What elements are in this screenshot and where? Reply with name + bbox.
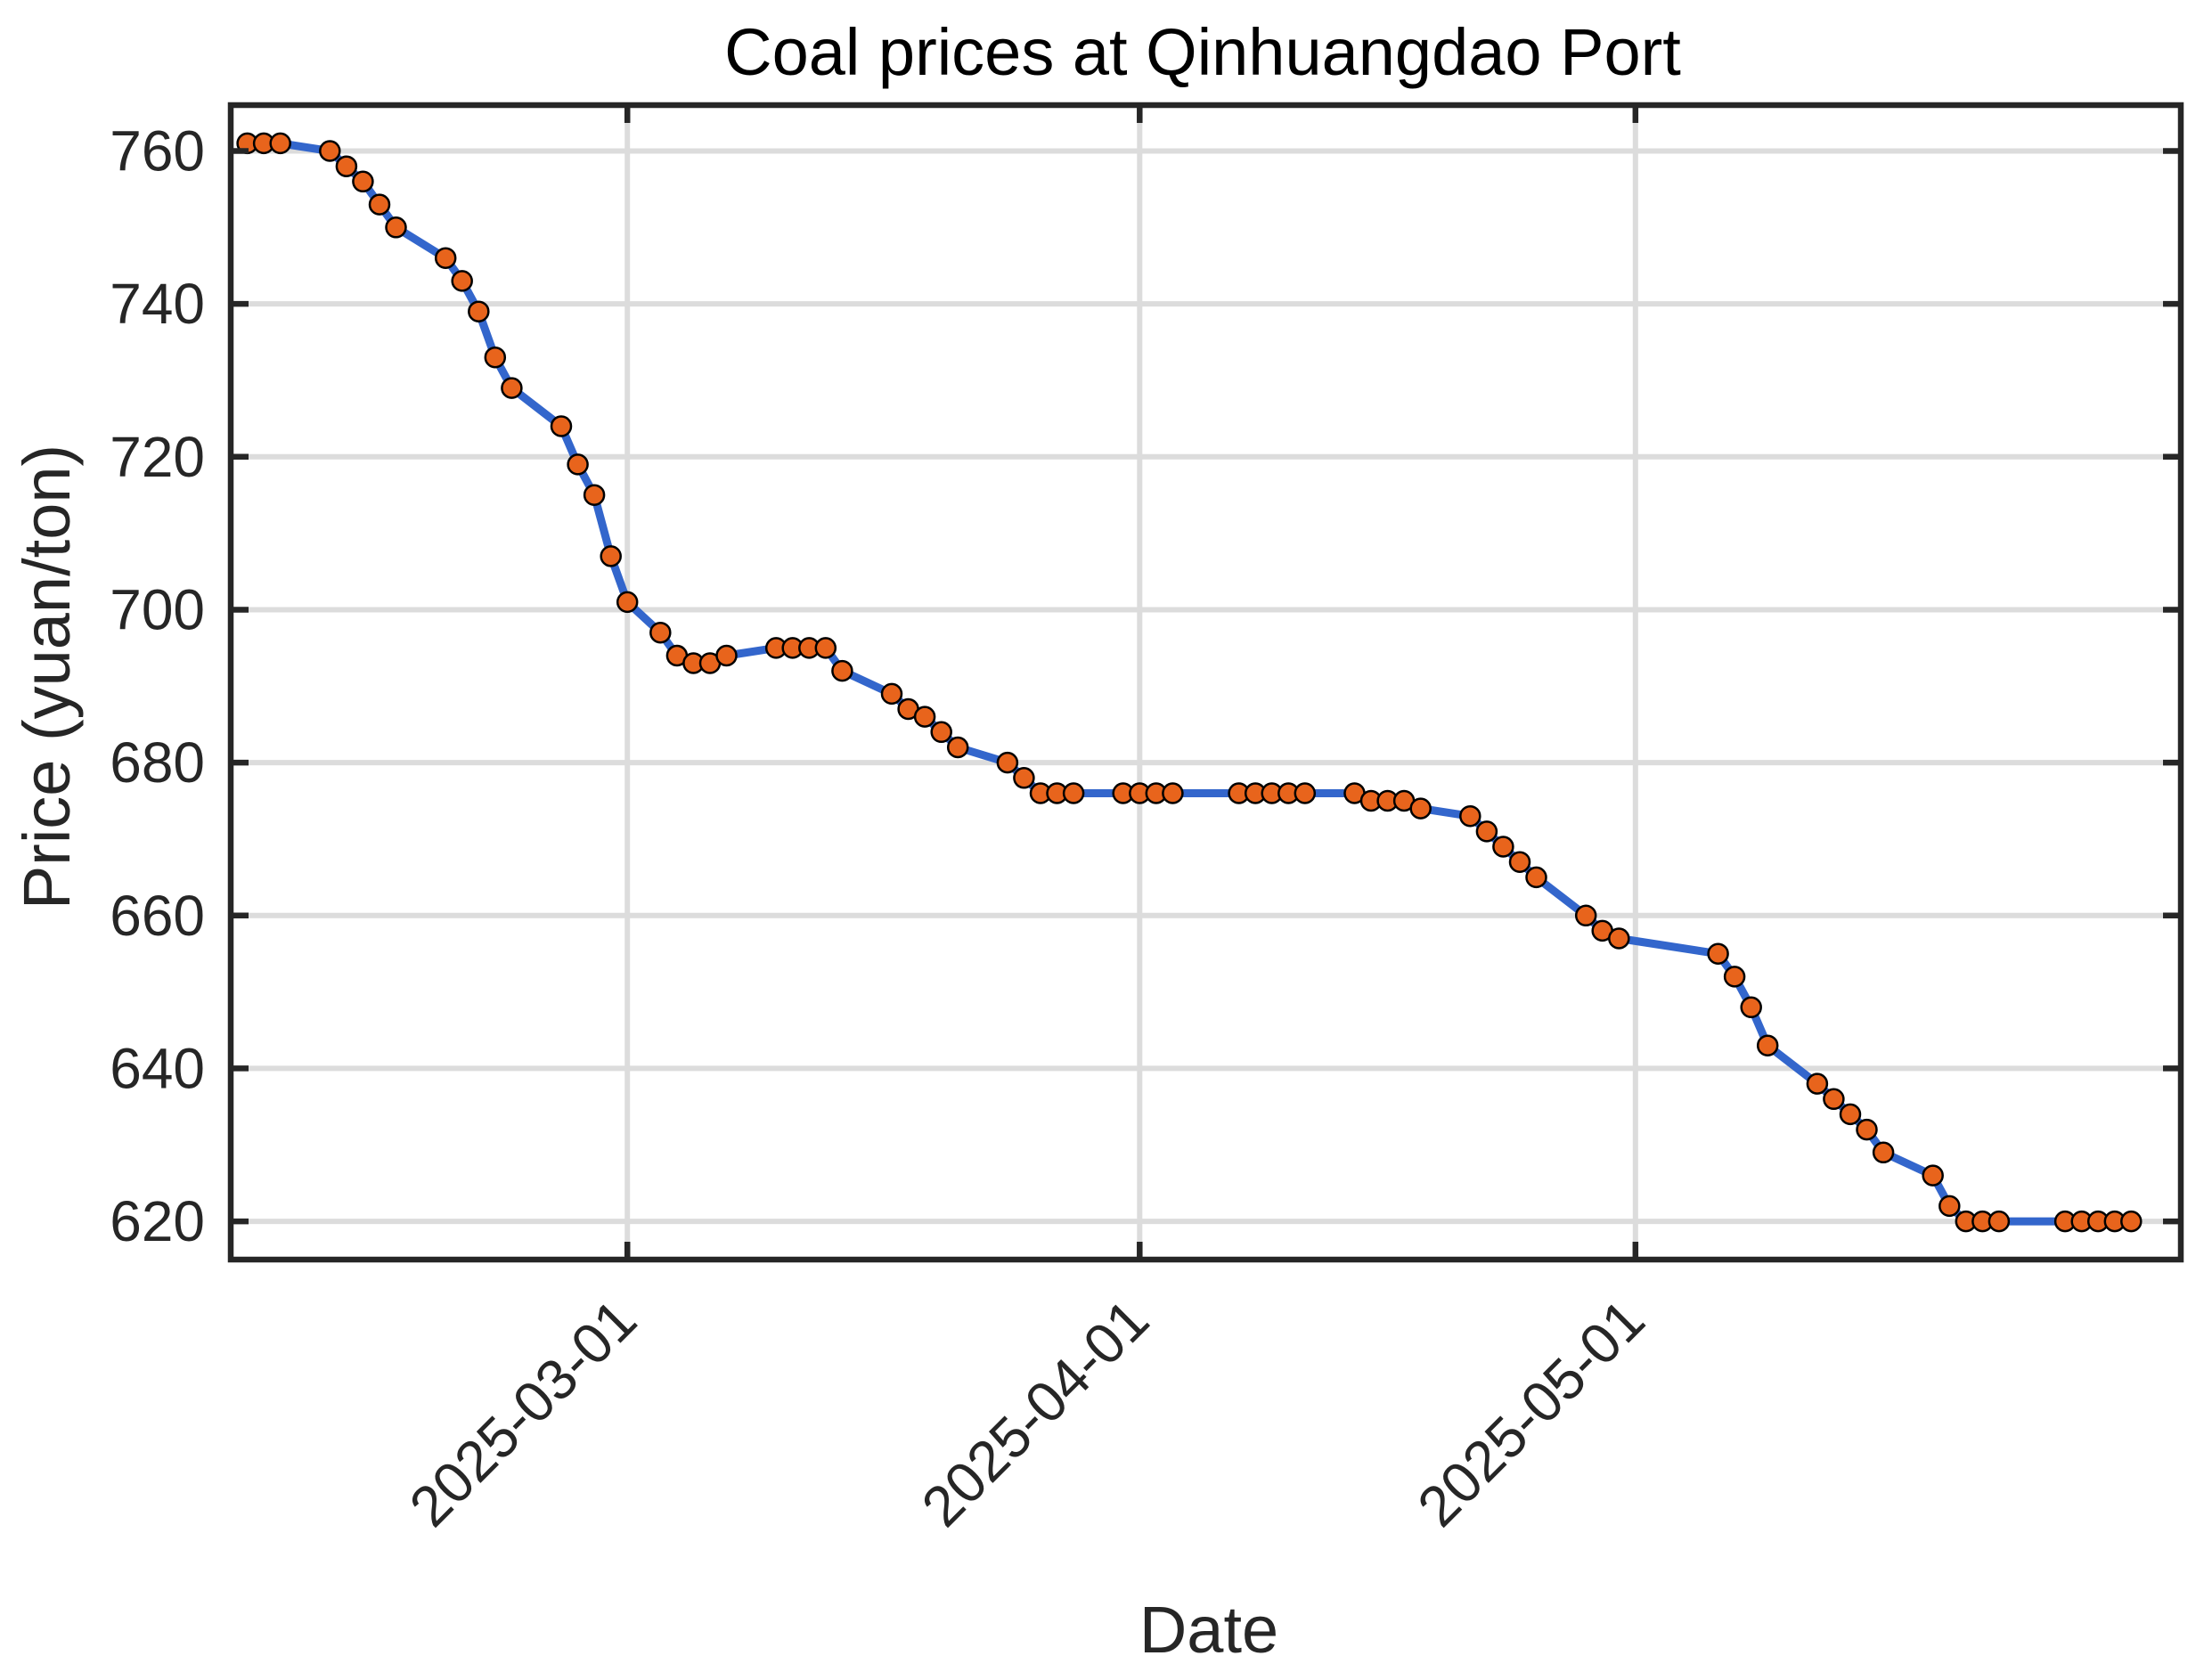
data-point <box>831 659 853 682</box>
data-point <box>1707 942 1729 965</box>
y-tick-label: 760 <box>110 118 205 183</box>
x-axis-label: Date <box>1139 1593 1278 1667</box>
data-point <box>352 170 374 193</box>
x-tick-label: 2025-05-01 <box>1405 1287 1656 1538</box>
data-point <box>946 736 969 759</box>
y-tick-label: 680 <box>110 730 205 795</box>
data-point <box>1872 1141 1895 1164</box>
data-point <box>1525 866 1547 889</box>
data-point <box>1806 1073 1829 1095</box>
data-point <box>1013 767 1035 789</box>
data-point <box>550 415 573 437</box>
data-point <box>269 132 291 155</box>
data-point <box>996 751 1019 774</box>
data-point <box>1723 966 1746 988</box>
y-axis-label: Price (yuan/ton) <box>10 445 84 909</box>
data-point <box>1162 782 1184 804</box>
data-point <box>501 377 523 399</box>
y-tick-labels: 620 640 660 680 700 720 740 760 <box>110 118 205 1253</box>
data-point <box>649 621 672 644</box>
data-point <box>451 270 473 292</box>
data-point <box>1922 1164 1944 1187</box>
data-point <box>1939 1195 1961 1218</box>
x-tick-label: 2025-03-01 <box>397 1287 649 1538</box>
grid-lines <box>231 105 2181 1260</box>
data-point <box>1823 1088 1845 1111</box>
data-point <box>600 545 622 567</box>
data-point <box>583 484 606 506</box>
data-point <box>880 682 903 706</box>
y-tick-label: 640 <box>110 1036 205 1100</box>
y-tick-label: 700 <box>110 577 205 641</box>
axis-ticks <box>231 105 2181 1260</box>
data-point <box>1492 836 1514 858</box>
data-point <box>1988 1210 2011 1233</box>
data-point <box>1475 820 1498 843</box>
data-point <box>616 591 639 614</box>
data-point <box>1294 782 1317 804</box>
data-point <box>468 300 490 322</box>
data-point <box>1574 904 1597 927</box>
y-tick-label: 660 <box>110 884 205 948</box>
data-point <box>335 155 358 177</box>
data-point <box>1409 797 1432 820</box>
data-point <box>484 346 507 369</box>
y-tick-label: 620 <box>110 1189 205 1253</box>
x-tick-label: 2025-04-01 <box>910 1287 1161 1538</box>
data-point <box>567 453 589 476</box>
data-point <box>1756 1034 1779 1056</box>
data-point <box>1856 1118 1878 1141</box>
y-tick-label: 740 <box>110 272 205 336</box>
data-point <box>2120 1210 2143 1233</box>
y-tick-label: 720 <box>110 425 205 489</box>
data-point <box>715 644 738 667</box>
data-point <box>319 140 341 162</box>
data-point <box>1839 1103 1862 1126</box>
data-point <box>930 721 952 744</box>
data-point <box>1508 851 1531 873</box>
data-point <box>814 637 837 659</box>
data-point <box>1608 927 1630 950</box>
data-markers <box>236 132 2143 1233</box>
chart-title: Coal prices at Qinhuangdao Port <box>724 15 1681 89</box>
data-point <box>385 216 407 239</box>
x-tick-labels: 2025-03-01 2025-04-01 2025-05-01 <box>397 1287 1657 1538</box>
data-point <box>913 706 936 728</box>
data-point <box>368 193 391 216</box>
data-point <box>1459 804 1481 828</box>
data-point <box>434 247 457 269</box>
plot-frame <box>227 102 2184 1263</box>
data-point <box>1062 782 1085 804</box>
data-point <box>1740 996 1762 1019</box>
